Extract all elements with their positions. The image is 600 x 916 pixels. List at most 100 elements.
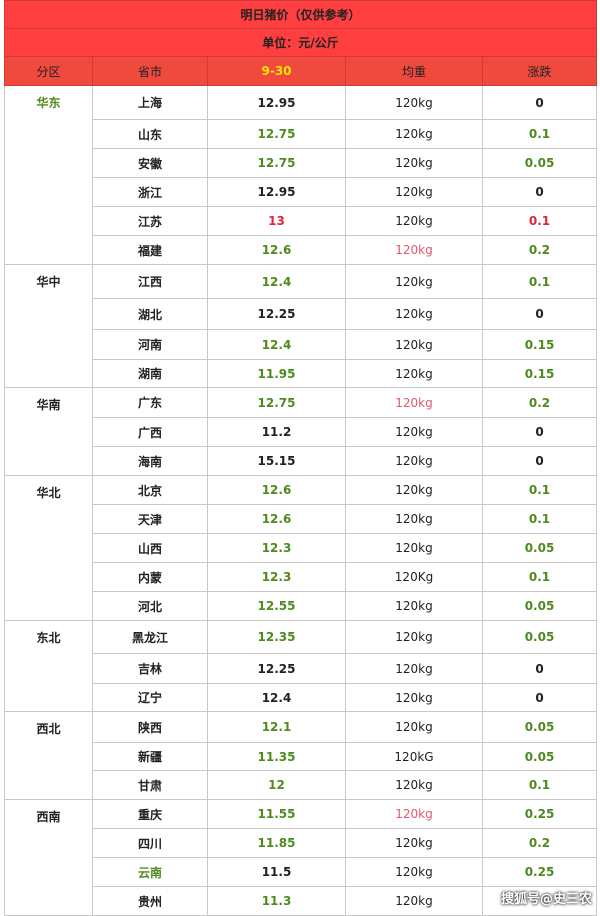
province-cell: 黑龙江: [92, 620, 208, 654]
title-row: 明日猪价（仅供参考）: [4, 0, 597, 29]
table-row: 东北 黑龙江 12.35 120kg 0.05: [4, 620, 597, 712]
table-row: 内蒙 12.3 120Kg 0.1: [5, 562, 597, 592]
weight-cell: 120kg: [345, 148, 483, 178]
province-cell: 新疆: [92, 742, 208, 771]
region-cell: 西南: [4, 799, 93, 916]
province-cell: 湖南: [92, 359, 208, 388]
weight-cell: 120kg: [345, 533, 483, 563]
change-cell: 0.1: [482, 475, 597, 505]
price-cell: 11.55: [207, 799, 346, 829]
price-cell: 12.6: [207, 235, 346, 265]
weight-cell: 120kg: [345, 85, 483, 120]
weight-cell: 120kg: [345, 475, 483, 505]
price-cell: 12.6: [207, 475, 346, 505]
price-cell: 12.35: [207, 620, 346, 654]
change-cell: 0.25: [482, 857, 597, 887]
change-cell: 0.05: [482, 591, 597, 621]
province-cell: 福建: [92, 235, 208, 265]
weight-cell: 120kg: [345, 264, 483, 299]
province-cell: 河南: [92, 329, 208, 360]
change-cell: 0: [482, 298, 597, 330]
change-cell: 0.2: [482, 235, 597, 265]
price-cell: 12.4: [207, 683, 346, 712]
table-row: 湖北 12.25 120kg 0: [5, 298, 597, 330]
weight-cell: 120kg: [345, 711, 483, 743]
province-cell: 内蒙: [92, 562, 208, 592]
table-row: 广西 11.2 120kg 0: [5, 417, 597, 447]
province-cell: 甘肃: [92, 770, 208, 800]
province-cell: 辽宁: [92, 683, 208, 712]
price-cell: 12.75: [207, 148, 346, 178]
weight-cell: 120kg: [345, 857, 483, 887]
weight-cell: 120kg: [345, 620, 483, 654]
region-cell: 华南: [4, 387, 93, 476]
weight-cell: 120kg: [345, 886, 483, 916]
weight-cell: 120kg: [345, 653, 483, 684]
province-cell: 陕西: [92, 711, 208, 743]
province-cell: 河北: [92, 591, 208, 621]
header-change: 涨跌: [482, 56, 597, 86]
change-cell: 0.1: [482, 770, 597, 800]
weight-cell: 120kg: [345, 177, 483, 207]
weight-cell: 120kg: [345, 799, 483, 829]
watermark: 搜狐号@史三农: [500, 892, 592, 907]
weight-cell: 120kg: [345, 359, 483, 388]
unit-label: 单位：元/公斤: [4, 28, 597, 57]
price-cell: 13: [207, 206, 346, 236]
province-cell: 云南: [92, 857, 208, 887]
weight-cell: 120kg: [345, 683, 483, 712]
price-cell: 11.2: [207, 417, 346, 447]
change-cell: 0.2: [482, 387, 597, 418]
province-cell: 山西: [92, 533, 208, 563]
price-cell: 12.4: [207, 264, 346, 299]
table-row: 贵州 11.3 120kg: [5, 886, 597, 916]
header-weight: 均重: [345, 56, 483, 86]
change-cell: 0.05: [482, 620, 597, 654]
table-row: 华北 北京 12.6 120kg 0.1: [4, 475, 597, 621]
price-cell: 11.85: [207, 828, 346, 858]
province-cell: 天津: [92, 504, 208, 534]
price-cell: 12.75: [207, 387, 346, 418]
table-row: 江苏 13 120kg 0.1: [5, 206, 597, 236]
header-region: 分区: [4, 56, 93, 86]
price-cell: 11.3: [207, 886, 346, 916]
weight-cell: 120kg: [345, 591, 483, 621]
table-row: 甘肃 12 120kg 0.1: [5, 770, 597, 800]
table-row: 河北 12.55 120kg 0.05: [5, 591, 597, 621]
table-row: 四川 11.85 120kg 0.2: [5, 828, 597, 858]
weight-cell: 120Kg: [345, 562, 483, 592]
price-cell: 11.35: [207, 742, 346, 771]
province-cell: 江苏: [92, 206, 208, 236]
change-cell: 0: [482, 653, 597, 684]
pig-price-table: 明日猪价（仅供参考） 单位：元/公斤 分区 省市 9-30 均重 涨跌 华东 上海…: [4, 0, 597, 916]
price-cell: 12.3: [207, 533, 346, 563]
province-cell: 北京: [92, 475, 208, 505]
region-cell: 华北: [4, 475, 93, 621]
weight-cell: 120kG: [345, 742, 483, 771]
change-cell: 0.1: [482, 264, 597, 299]
change-cell: 0.2: [482, 828, 597, 858]
table-row: 河南 12.4 120kg 0.15: [5, 329, 597, 360]
weight-cell: 120kg: [345, 119, 483, 149]
province-cell: 吉林: [92, 653, 208, 684]
table-row: 福建 12.6 120kg 0.2: [5, 235, 597, 265]
price-cell: 12.55: [207, 591, 346, 621]
weight-cell: 120kg: [345, 206, 483, 236]
price-cell: 12.95: [207, 177, 346, 207]
table-row: 山东 12.75 120kg 0.1: [5, 119, 597, 149]
region-cell: 华中: [4, 264, 93, 388]
change-cell: 0: [482, 417, 597, 447]
table-row: 浙江 12.95 120kg 0: [5, 177, 597, 207]
province-cell: 四川: [92, 828, 208, 858]
weight-cell: 120kg: [345, 329, 483, 360]
province-cell: 海南: [92, 446, 208, 476]
change-cell: 0.1: [482, 562, 597, 592]
province-cell: 广西: [92, 417, 208, 447]
weight-cell: 120kg: [345, 235, 483, 265]
change-cell: 0: [482, 85, 597, 120]
header-date: 9-30: [207, 56, 346, 86]
region-cell: 东北: [4, 620, 93, 712]
price-cell: 15.15: [207, 446, 346, 476]
weight-cell: 120kg: [345, 417, 483, 447]
table-row: 安徽 12.75 120kg 0.05: [5, 148, 597, 178]
